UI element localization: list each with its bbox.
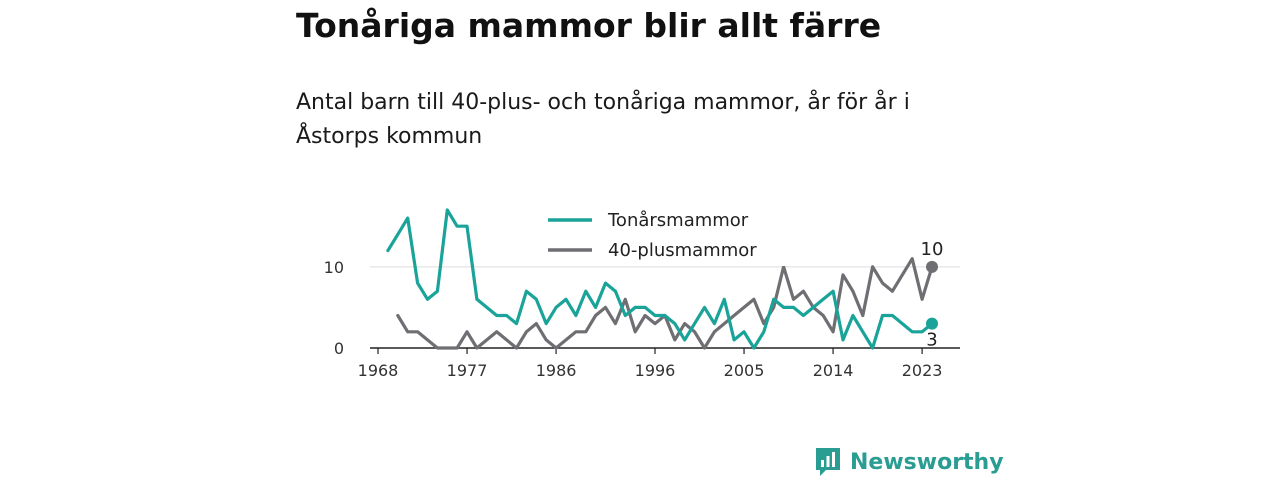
legend-label: 40-plusmammor [608,240,757,261]
series-line-tonarsmammor [386,208,934,350]
x-tick-label: 1968 [358,361,399,380]
newsworthy-logo-icon [816,448,840,476]
brand-name: Newsworthy [850,449,1004,475]
series-end-point [926,260,938,273]
legend-background [540,204,790,266]
x-tick-label: 2005 [724,361,765,380]
series-line-40-plusmammor [396,257,934,350]
x-tick-label: 1977 [447,361,488,380]
x-tick-label: 1986 [536,361,577,380]
x-tick-label: 1996 [635,361,676,380]
brand-logo: Newsworthy [814,446,1004,478]
series-end-label: 3 [926,330,937,351]
legend-label: Tonårsmammor [607,210,749,231]
x-tick-label: 2014 [813,361,854,380]
chart-title: Tonåriga mammor blir allt färre [296,6,882,45]
series-lines: 10 3 [386,208,944,351]
legend: Tonårsmammor 40-plusmammor [540,204,790,266]
series-end-label: 10 [921,239,944,260]
y-tick-label: 10 [324,258,344,277]
y-tick-label: 0 [334,339,344,358]
series-end-point [926,317,938,330]
axes: 0 10 1968 1977 1986 1996 2005 2014 2023 [324,258,960,380]
line-chart: 0 10 1968 1977 1986 1996 2005 2014 2023 10 3 Tonå… [323,204,960,380]
chart-subtitle: Antal barn till 40-plus- och tonåriga ma… [296,90,910,149]
x-tick-label: 2023 [902,361,943,380]
